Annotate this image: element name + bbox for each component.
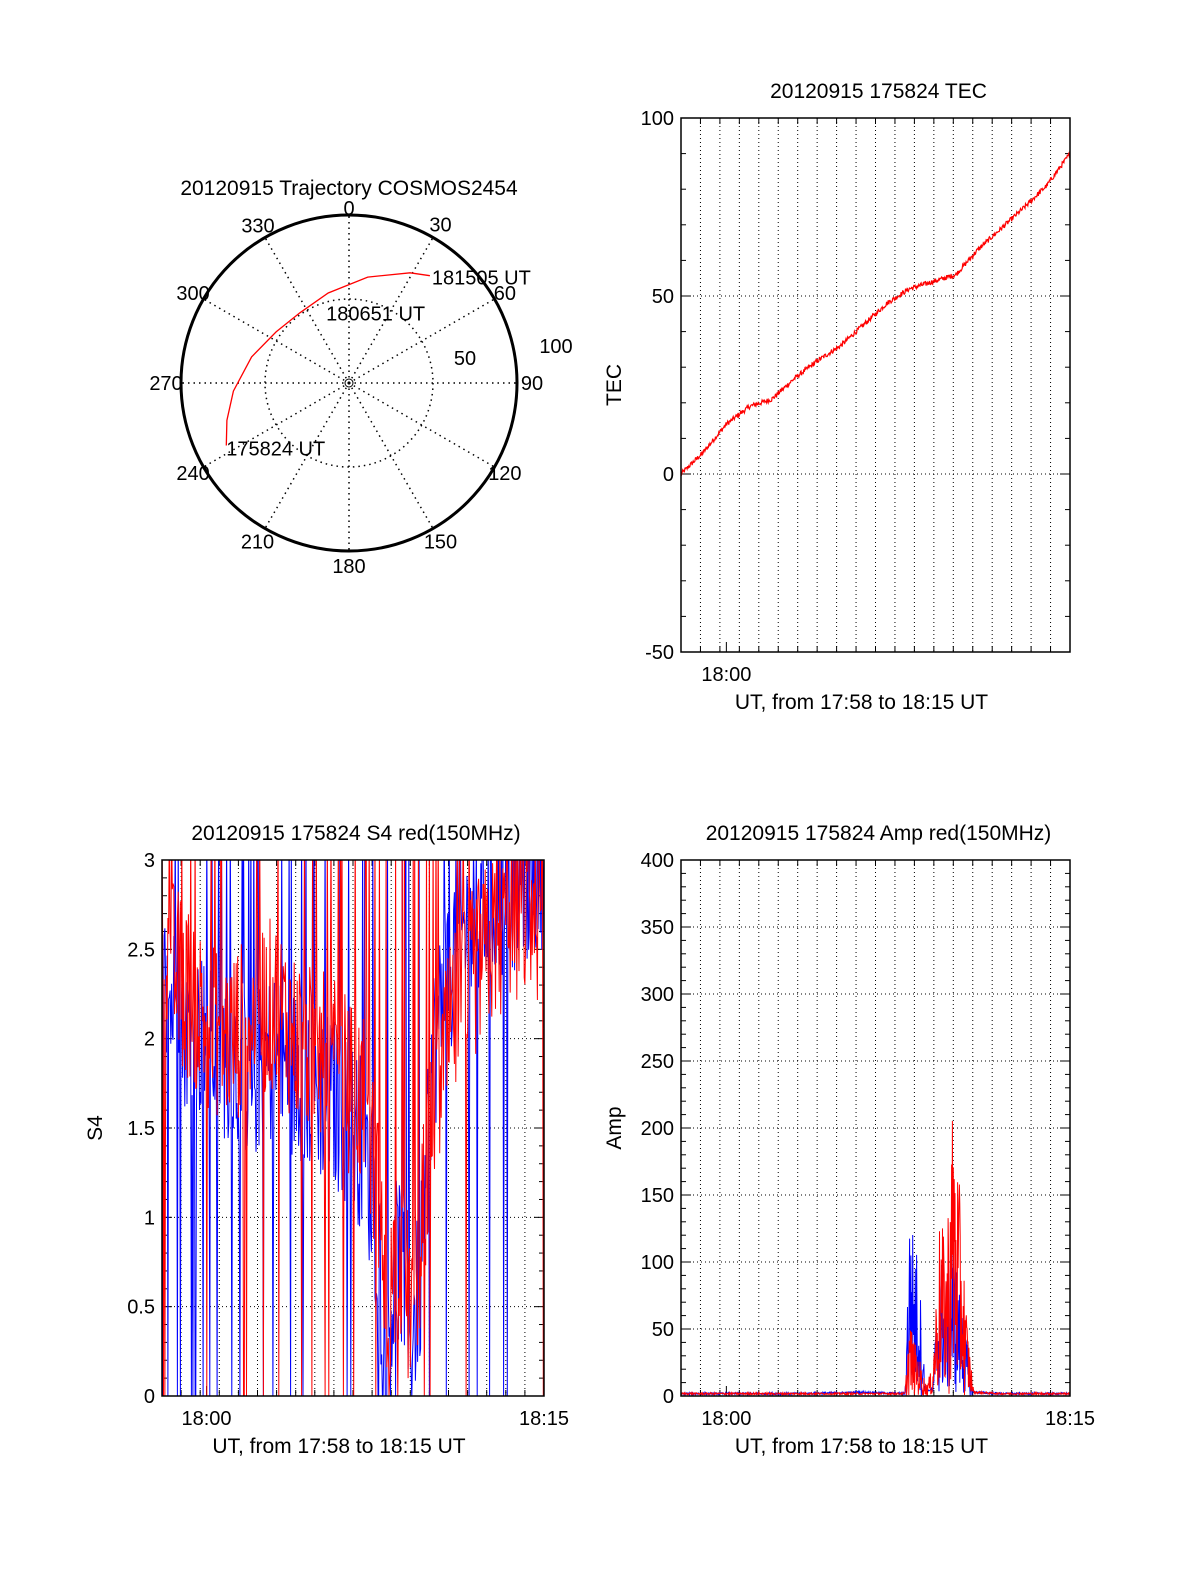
trajectory-line [225,272,430,446]
polar-angle-label: 0 [343,198,354,220]
y-tick-label: 100 [641,108,674,130]
trajectory-time-label: 180651 UT [326,304,425,326]
series-line-red [681,1120,1070,1396]
chart-panel-1: -50 0 50 100 18:00 20120915 175824 TEC UT, fro… [603,80,1071,714]
x-axis-label: UT, from 17:58 to 18:15 UT [212,1435,465,1458]
series-line-red [162,860,544,1396]
polar-spoke [348,237,434,384]
y-tick-label: 1.5 [127,1118,155,1140]
polar-spoke [203,298,350,384]
x-tick-label: 18:00 [182,1408,232,1430]
polar-panel: 0 30 60 90 120 150 180 210 240 270 300 330 50 100 1815… [149,177,572,578]
y-axis-label: S4 [84,1115,107,1141]
y-tick-label: 350 [641,917,674,939]
y-tick-label: 0 [663,464,674,486]
polar-spoke [348,298,495,384]
polar-angle-label: 60 [494,283,516,305]
polar-angle-label: 300 [176,283,209,305]
polar-spoke [348,382,434,529]
y-tick-label: 3 [144,850,155,872]
chart-title: 20120915 175824 S4 red(150MHz) [191,822,520,845]
y-tick-label: 300 [641,984,674,1006]
x-tick-label: 18:00 [701,664,751,686]
y-tick-label: 100 [641,1252,674,1274]
y-tick-label: 0 [144,1386,155,1408]
polar-angle-label: 330 [241,215,274,237]
polar-angle-label: 30 [429,215,451,237]
y-tick-label: 400 [641,850,674,872]
series-line-red [681,150,1070,477]
x-tick-label: 18:00 [701,1408,751,1430]
x-tick-label: 18:15 [1045,1408,1095,1430]
polar-angle-label: 120 [488,463,521,485]
polar-radius-max-label: 100 [539,336,572,358]
y-tick-label: 0 [663,1386,674,1408]
polar-title: 20120915 Trajectory COSMOS2454 [180,177,518,200]
x-axis-label: UT, from 17:58 to 18:15 UT [735,691,988,714]
polar-angle-label: 210 [241,531,274,553]
chart-panel-2: 0 0.5 1 1.5 2 2.5 3 18:00 18:15 20120915 175824 S… [84,822,569,1458]
y-tick-label: 200 [641,1118,674,1140]
chart-title: 20120915 175824 TEC [770,80,987,103]
polar-angle-label: 150 [424,531,457,553]
series-group [162,860,544,1396]
polar-angle-label: 90 [521,373,543,395]
polar-spoke [264,382,350,529]
y-tick-label: 50 [652,286,674,308]
y-tick-label: 2.5 [127,939,155,961]
trajectory-time-label: 181505 UT [432,268,531,290]
y-tick-label: 50 [652,1319,674,1341]
x-tick-label: 18:15 [519,1408,569,1430]
polar-spoke [348,382,495,468]
chart-panel-3: 0 50 100 150 200 250 300 350 400 18:00 18:15 201209… [603,822,1095,1458]
y-tick-label: 2 [144,1029,155,1051]
series-group [681,1120,1070,1396]
plot-frame [161,859,545,1397]
polar-spoke [203,382,350,468]
series-line-blue [681,1234,1070,1396]
y-tick-label: 1 [144,1207,155,1229]
y-tick-label: 250 [641,1051,674,1073]
polar-center [344,378,354,388]
series-group [681,150,1070,477]
plot-frame [680,117,1071,653]
polar-angle-label: 180 [332,556,365,578]
x-axis-label: UT, from 17:58 to 18:15 UT [735,1435,988,1458]
chart-title: 20120915 175824 Amp red(150MHz) [706,822,1052,845]
y-axis-label: Amp [603,1106,626,1149]
polar-angle-label: 240 [176,463,209,485]
y-axis-label: TEC [603,364,626,406]
polar-angle-label: 270 [149,373,182,395]
trajectory-time-label: 175824 UT [226,439,325,461]
y-tick-label: 0.5 [127,1297,155,1319]
polar-outer-ring [179,213,519,553]
y-tick-label: 150 [641,1185,674,1207]
plot-frame [680,859,1071,1397]
polar-spoke [264,237,350,384]
y-tick-label: -50 [645,642,674,664]
polar-radius-label: 50 [454,348,476,370]
